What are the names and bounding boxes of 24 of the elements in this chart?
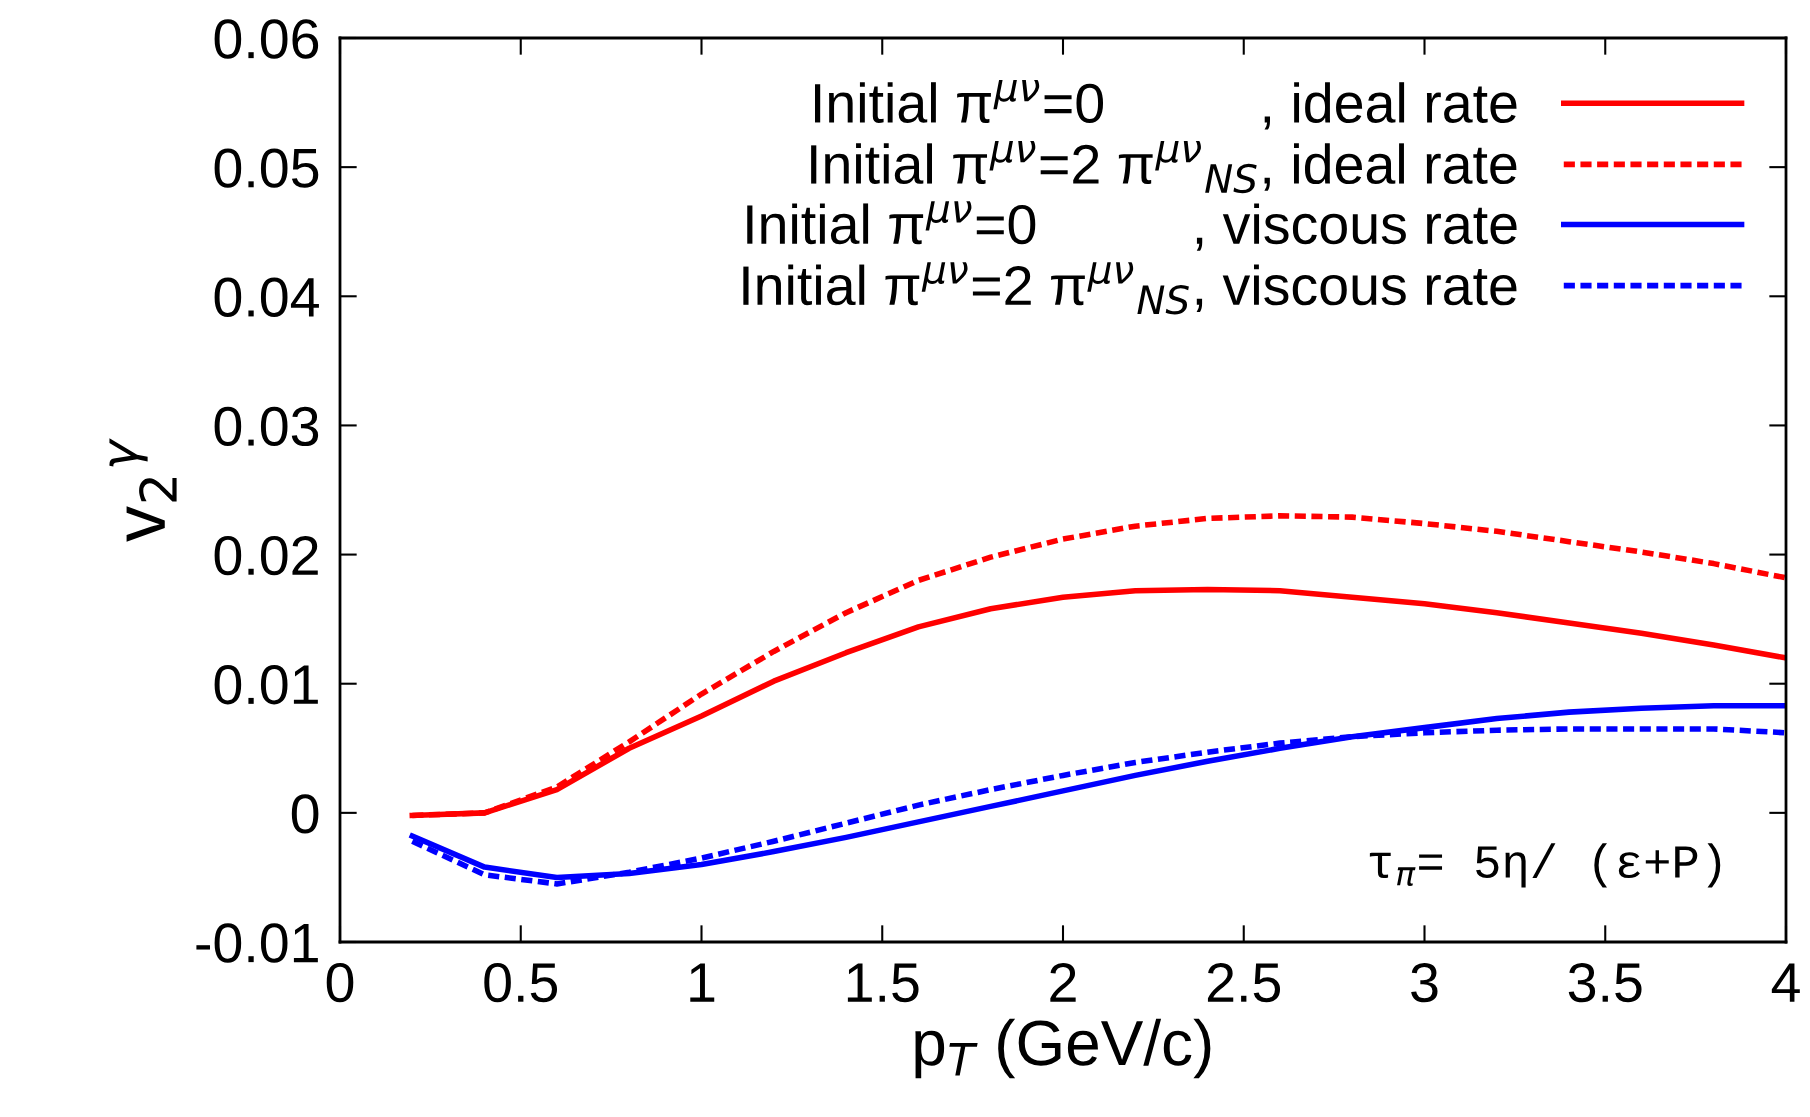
legend-label: Initial π$^{μν}$=2 π$^{μν}$$_{NS}$, viscous rate	[743, 262, 1517, 315]
x-tick-label: 3.5	[1568, 962, 1642, 1003]
x-tick-label: 1	[690, 963, 715, 1002]
legend-label: Initial π$^{μν}$=0 , ideal rate	[815, 79, 1517, 130]
x-tick-label: 0	[326, 962, 354, 1003]
legend-label: Initial π$^{μν}$=0 , viscous rate	[747, 201, 1517, 251]
y-axis-title: v$_{2}$$^{γ}$	[109, 438, 177, 542]
annotation: τ$_{π}$= 5η/ (ε+P)	[1369, 843, 1721, 888]
y-tick-label: 0	[291, 794, 319, 834]
x-axis-title: p$_{T}$ (GeV/c)	[915, 1018, 1211, 1079]
y-tick-label: 0.04	[214, 277, 319, 317]
y-tick-label: 0.06	[214, 19, 319, 59]
legend-label: Initial π$^{μν}$=2 π$^{μν}$$_{NS}$, ideal rate	[811, 141, 1517, 194]
x-tick-label: 2.5	[1207, 962, 1281, 1003]
y-tick-label: 0.05	[214, 148, 319, 188]
x-tick-label: 2	[1050, 962, 1076, 1002]
x-tick-label: 0.5	[484, 962, 558, 1003]
y-tick-label: -0.01	[196, 923, 318, 963]
x-tick-label: 4	[1771, 963, 1800, 1002]
x-tick-label: 3	[1411, 962, 1438, 1003]
y-tick-label: 0.01	[214, 665, 318, 705]
y-tick-label: 0.03	[214, 406, 319, 447]
y-tick-label: 0.02	[214, 535, 318, 576]
x-tick-label: 1.5	[847, 963, 919, 1003]
